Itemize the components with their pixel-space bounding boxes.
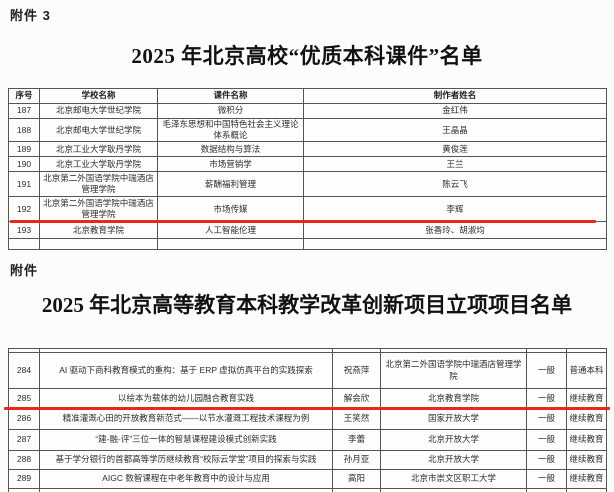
cell-category: 普通本科: [566, 352, 607, 389]
cell-school: 北京邮电大学世纪学院: [39, 117, 158, 143]
cell-category: 继续教育: [566, 450, 607, 470]
attachment-label-1: 附件 3: [10, 8, 51, 23]
col-header-school: 学校名称: [39, 88, 158, 104]
table-row: 284 AI 驱动下商科教育模式的重构：基于 ERP 虚拟仿真平台的实践探索 祝…: [8, 352, 607, 389]
cell-leader: 孙月亚: [332, 450, 381, 470]
col-header-course: 课件名称: [157, 88, 304, 104]
cell-no: 284: [8, 352, 40, 389]
red-highlight-underline-1: [10, 220, 596, 223]
cell-leader: 王笑然: [332, 408, 381, 430]
cell-no: 192: [8, 196, 40, 223]
table-row: 190 北京工业大学耿丹学院 市场营销学 王兰: [8, 156, 607, 173]
courseware-table: 序号 学校名称 课件名称 制作者姓名 187 北京邮电大学世纪学院 微积分 金红…: [8, 88, 607, 251]
cell-school: 北京第二外国语学院中瑞酒店管理学院: [380, 352, 527, 389]
cell-project: AI 驱动下商科教育模式的重构：基于 ERP 虚拟仿真平台的实践探索: [39, 352, 333, 389]
table-row: 287 “建-融-评”三位一体的智慧课程建设模式创新实践 李蕾 北京开放大学 一…: [8, 429, 607, 451]
cell-category: 继续教育: [566, 408, 607, 430]
cell-category: 继续教育: [566, 388, 607, 409]
table-row-highlighted: 193 北京教育学院 人工智能伦理 张香玲、胡淑均: [8, 221, 607, 240]
cell-author: 陈云飞: [303, 171, 607, 198]
cell-no: 187: [8, 103, 40, 119]
cell-no: 289: [8, 469, 40, 489]
cell-author: 李辉: [303, 196, 607, 223]
col-header-author: 制作者姓名: [303, 88, 607, 104]
table-header-row: 序号 学校名称 课件名称 制作者姓名: [8, 88, 607, 104]
cell-no: 288: [8, 450, 40, 470]
cell-school: 北京开放大学: [380, 429, 527, 451]
cell-category: 继续教育: [566, 469, 607, 489]
cell-course: 毛泽东思想和中国特色社会主义理论体系概论: [157, 117, 304, 143]
cell-no: 189: [8, 141, 40, 158]
project-table: 284 AI 驱动下商科教育模式的重构：基于 ERP 虚拟仿真平台的实践探索 祝…: [8, 348, 607, 492]
cell-course: 薪酬福利管理: [157, 171, 304, 198]
cell-no: 193: [8, 221, 40, 240]
table-row-highlighted: 285 以绘本为载体的幼儿园融合教育实践 解会欣 北京教育学院 一般 继续教育: [8, 388, 607, 409]
cell-no: 188: [8, 117, 40, 143]
cell-project: 基于学分银行的首都高等学历继续教育“校际云学堂”项目的探索与实践: [39, 450, 333, 470]
cell-school: 北京第二外国语学院中瑞酒店管理学院: [39, 171, 158, 198]
cell-school: 北京教育学院: [39, 221, 158, 240]
cell-school: 国家开放大学: [380, 408, 527, 430]
cell-project: 精准灌溉心田的开放教育新范式——以节水灌溉工程技术课程为例: [39, 408, 333, 430]
cell-school: 北京教育学院: [380, 388, 527, 409]
cell-project: “建-融-评”三位一体的智慧课程建设模式创新实践: [39, 429, 333, 451]
cell-school: 北京开放大学: [380, 450, 527, 470]
cell-leader: 高阳: [332, 469, 381, 489]
cell-course: 市场营销学: [157, 156, 304, 173]
table-row: 189 北京工业大学耿丹学院 数据结构与算法 黄俊莲: [8, 141, 607, 158]
document-title-2: 2025 年北京高等教育本科教学改革创新项目立项项目名单: [41, 293, 573, 317]
cell-author: 黄俊莲: [303, 141, 607, 158]
cell-course: 人工智能伦理: [157, 221, 304, 240]
cell-no: 287: [8, 429, 40, 451]
cell-course: 数据结构与算法: [157, 141, 304, 158]
cell-level: 一般: [526, 469, 567, 489]
cell-category: 继续教育: [566, 429, 607, 451]
table-row-partial: [8, 488, 607, 492]
cell-leader: 祝燕萍: [332, 352, 381, 389]
cell-school: 北京邮电大学世纪学院: [39, 103, 158, 119]
cell-project: 以绘本为载体的幼儿园融合教育实践: [39, 388, 333, 409]
cell-no: 285: [8, 388, 40, 409]
cell-no: 286: [8, 408, 40, 430]
cell-author: 金红伟: [303, 103, 607, 119]
cell-school: 北京工业大学耿丹学院: [39, 156, 158, 173]
table-row-partial: [8, 238, 607, 251]
table-row: 191 北京第二外国语学院中瑞酒店管理学院 薪酬福利管理 陈云飞: [8, 171, 607, 198]
table-row: 289 AIGC 数智课程在中老年教育中的设计与应用 高阳 北京市崇文区职工大学…: [8, 469, 607, 489]
cell-author: 张香玲、胡淑均: [303, 221, 607, 240]
cell-course: 微积分: [157, 103, 304, 119]
cell-level: 一般: [526, 388, 567, 409]
cell-author: 王兰: [303, 156, 607, 173]
attachment-label-2: 附件: [10, 263, 39, 278]
cell-project: AIGC 数智课程在中老年教育中的设计与应用: [39, 469, 333, 489]
cell-leader: 解会欣: [332, 388, 381, 409]
cell-course: 市场传媒: [157, 196, 304, 223]
cell-level: 一般: [526, 352, 567, 389]
cell-school: 北京工业大学耿丹学院: [39, 141, 158, 158]
cell-level: 一般: [526, 450, 567, 470]
document-title-1: 2025 年北京高校“优质本科课件”名单: [131, 44, 483, 68]
cell-no: 190: [8, 156, 40, 173]
col-header-no: 序号: [8, 88, 40, 104]
table-row: 188 北京邮电大学世纪学院 毛泽东思想和中国特色社会主义理论体系概论 王晶晶: [8, 117, 607, 143]
red-highlight-underline-2: [4, 407, 610, 410]
cell-school: 北京市崇文区职工大学: [380, 469, 527, 489]
table-row: 187 北京邮电大学世纪学院 微积分 金红伟: [8, 103, 607, 119]
cell-leader: 李蕾: [332, 429, 381, 451]
cell-no: 191: [8, 171, 40, 198]
cell-level: 一般: [526, 408, 567, 430]
table-row: 288 基于学分银行的首都高等学历继续教育“校际云学堂”项目的探索与实践 孙月亚…: [8, 450, 607, 470]
table-row: 286 精准灌溉心田的开放教育新范式——以节水灌溉工程技术课程为例 王笑然 国家…: [8, 408, 607, 430]
cell-level: 一般: [526, 429, 567, 451]
cell-school: 北京第二外国语学院中瑞酒店管理学院: [39, 196, 158, 223]
cell-author: 王晶晶: [303, 117, 607, 143]
table-row: 192 北京第二外国语学院中瑞酒店管理学院 市场传媒 李辉: [8, 196, 607, 223]
